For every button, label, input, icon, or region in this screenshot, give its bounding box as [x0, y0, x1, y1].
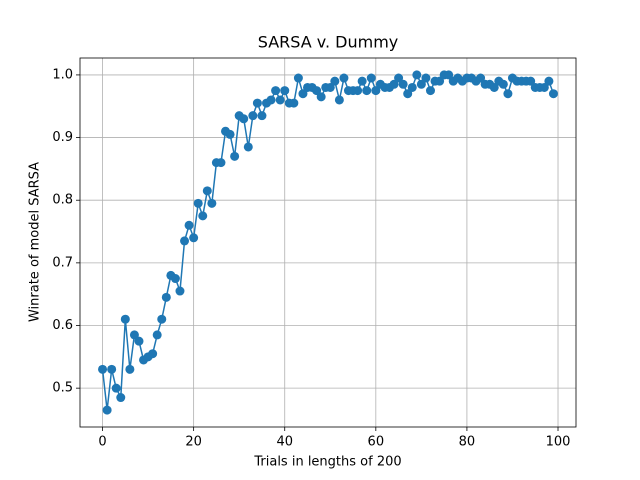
x-tick-label: 0: [98, 435, 106, 450]
data-point: [116, 393, 126, 403]
data-point: [325, 82, 335, 92]
chart-title: SARSA v. Dummy: [258, 33, 399, 52]
data-point: [275, 95, 285, 105]
data-point: [170, 274, 180, 284]
data-point: [476, 73, 486, 83]
data-point: [271, 86, 281, 96]
data-point: [289, 98, 299, 108]
data-point: [107, 364, 117, 374]
data-point: [175, 286, 185, 296]
data-point: [339, 73, 349, 83]
data-point: [257, 111, 267, 121]
data-point: [403, 89, 413, 99]
y-tick-label: 0.7: [52, 255, 73, 270]
data-point: [316, 92, 326, 102]
data-point: [539, 82, 549, 92]
x-tick-label: 60: [368, 435, 385, 450]
axes-frame: [79, 57, 577, 428]
y-axis-label: Winrate of model SARSA: [28, 162, 43, 322]
data-point: [412, 70, 422, 80]
data-point: [243, 142, 253, 152]
data-point: [98, 364, 108, 374]
data-point: [129, 330, 139, 340]
data-point: [312, 86, 322, 96]
data-point: [230, 151, 240, 161]
data-point: [353, 86, 363, 96]
data-point: [193, 198, 203, 208]
x-tick-label: 80: [459, 435, 476, 450]
y-tick-label: 0.6: [52, 318, 73, 333]
data-point: [416, 79, 426, 89]
data-point: [216, 158, 226, 168]
data-point: [189, 233, 199, 243]
data-point: [366, 73, 376, 83]
data-point: [225, 129, 235, 139]
data-point: [489, 82, 499, 92]
data-point: [357, 76, 367, 86]
data-point: [111, 383, 121, 393]
y-tick-label: 1.0: [52, 67, 73, 82]
data-point: [161, 292, 171, 302]
data-point: [435, 76, 445, 86]
data-point: [330, 76, 340, 86]
x-tick-label: 20: [185, 435, 202, 450]
y-tick-label: 0.9: [52, 130, 73, 145]
data-point: [334, 95, 344, 105]
data-point: [394, 73, 404, 83]
data-point: [544, 76, 554, 86]
data-point: [252, 98, 262, 108]
data-point: [526, 76, 536, 86]
data-point: [548, 89, 558, 99]
data-point: [266, 95, 276, 105]
x-axis-label: Trials in lengths of 200: [253, 455, 401, 470]
data-point: [239, 114, 249, 124]
grid: [80, 58, 576, 427]
data-point: [157, 314, 167, 324]
y-tick-label: 0.8: [52, 193, 73, 208]
data-point: [298, 89, 308, 99]
data-point: [102, 405, 112, 415]
data-point: [498, 79, 508, 89]
data-point: [248, 111, 258, 121]
data-point: [425, 86, 435, 96]
y-tick-label: 0.5: [52, 381, 73, 396]
data-point: [398, 79, 408, 89]
data-point: [421, 73, 431, 83]
data-point: [371, 86, 381, 96]
data-point: [152, 330, 162, 340]
data-point: [120, 314, 130, 324]
data-point: [207, 198, 217, 208]
x-tick-label: 40: [276, 435, 293, 450]
data-point: [362, 86, 372, 96]
plot-area: [98, 70, 558, 415]
data-point: [180, 236, 190, 246]
data-point: [202, 186, 212, 196]
data-point: [148, 349, 158, 359]
data-point: [198, 211, 208, 221]
data-point: [125, 364, 135, 374]
data-point: [134, 336, 144, 346]
data-point: [407, 82, 417, 92]
data-point: [503, 89, 513, 99]
data-point: [389, 79, 399, 89]
data-point: [444, 70, 454, 80]
data-point: [184, 220, 194, 230]
data-point: [280, 86, 290, 96]
x-tick-label: 100: [546, 435, 571, 450]
data-point: [293, 73, 303, 83]
